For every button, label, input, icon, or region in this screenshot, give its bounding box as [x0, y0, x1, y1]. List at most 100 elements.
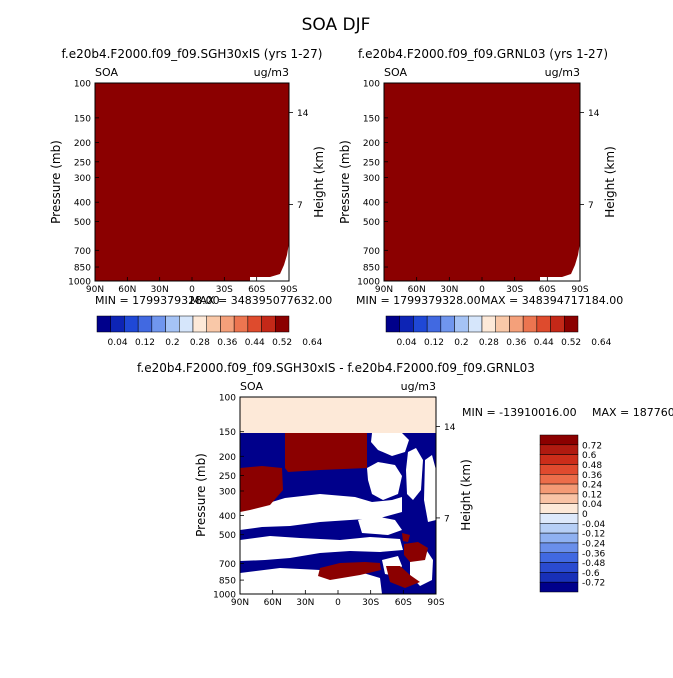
- diff-xtick-label-6: 90S: [427, 598, 444, 608]
- right-ytick-right-label-1: 7: [588, 201, 594, 211]
- panel-diff-ylabel-right: Height (km): [459, 459, 473, 530]
- left-ytick-label-8: 850: [74, 264, 91, 274]
- diff-red-patch-6: [402, 533, 410, 542]
- colorbar-right-label-3: 0.28: [479, 338, 499, 348]
- colorbar-diff-label-1: 0.6: [582, 451, 597, 461]
- diff-ytick-label-5: 400: [219, 512, 236, 522]
- panel-diff-ylabel: Pressure (mb): [194, 453, 208, 537]
- diff-ytick-right-label-1: 7: [444, 514, 450, 524]
- colorbar-right-swatch-1: [399, 315, 414, 333]
- diff-ytick-label-4: 300: [219, 487, 236, 497]
- right-ytick-label-1: 150: [363, 114, 380, 124]
- diff-peach-band: [240, 397, 436, 433]
- colorbar-left-swatch-5: [165, 315, 180, 333]
- panel-left-min: MIN = 1799379328.00: [95, 294, 220, 307]
- colorbar-right-swatch-6: [468, 315, 483, 333]
- colorbar-right-swatch-3: [426, 315, 442, 333]
- colorbar-right-label-5: 0.44: [534, 338, 554, 348]
- right-ytick-label-5: 400: [363, 199, 380, 209]
- right-xtick-label-5: 60S: [539, 285, 556, 295]
- right-ytick-label-9: 1000: [357, 278, 380, 288]
- diff-white-void-4: [367, 462, 402, 500]
- colorbar-left-swatch-9: [220, 315, 235, 333]
- right-ytick-label-8: 850: [363, 264, 380, 274]
- colorbar-diff-swatch-8: [539, 513, 579, 524]
- diff-xtick-label-5: 60S: [395, 598, 412, 608]
- colorbar-left-label-3: 0.28: [190, 338, 210, 348]
- diff-white-void-2: [240, 536, 403, 561]
- colorbar-left-swatch-11: [247, 315, 262, 333]
- right-xtick-label-1: 60N: [408, 285, 426, 295]
- diff-red-patch-2: [240, 466, 283, 512]
- colorbar-right-swatch-11: [536, 315, 551, 333]
- panel-right-axes: 100 150 200 250 300 400 500 700 850 1000 14 7 90N 60N…: [357, 80, 600, 296]
- left-xtick-label-6: 90S: [280, 285, 297, 295]
- panel-right-max: MAX = 348394717184.00: [481, 294, 623, 307]
- panel-diff: f.e20b4.F2000.f09_f09.SGH30xIS - f.e20b4…: [137, 361, 673, 608]
- panel-diff-axes: 100 150 200 250 300 400 500 700 850 1000 14 7 90N 60N…: [213, 394, 456, 609]
- right-ytick-label-7: 700: [363, 247, 380, 257]
- diff-xtick-label-4: 30S: [362, 598, 379, 608]
- right-xtick-label-6: 90S: [571, 285, 588, 295]
- diff-ytick-label-3: 250: [219, 472, 236, 482]
- left-ytick-right-label-1: 7: [297, 201, 303, 211]
- right-ytick-label-4: 300: [363, 174, 380, 184]
- diff-ytick-label-0: 100: [219, 394, 236, 404]
- panel-left-ylabel-right: Height (km): [312, 146, 326, 217]
- colorbar-left-swatch-4: [151, 315, 166, 333]
- left-ytick-label-4: 300: [74, 174, 91, 184]
- colorbar-left-label-7: 0.64: [302, 338, 322, 348]
- colorbar-diff-swatch-10: [539, 532, 579, 544]
- colorbar-diff-swatch-12: [539, 552, 579, 563]
- colorbar-left-swatch-0: [96, 315, 111, 333]
- colorbar-right-label-1: 0.12: [424, 338, 444, 348]
- colorbar-diff-label-5: 0.12: [582, 490, 602, 500]
- panel-right-surface-mask: [540, 243, 580, 281]
- colorbar-right-label-7: 0.64: [591, 338, 611, 348]
- left-xtick-label-0: 90N: [86, 285, 104, 295]
- colorbar-diff-swatch-1: [539, 444, 579, 455]
- left-ytick-label-7: 700: [74, 247, 91, 257]
- right-xtick-label-0: 90N: [375, 285, 393, 295]
- diff-white-void-1: [240, 494, 402, 530]
- colorbar-diff-swatch-2: [539, 454, 579, 465]
- colorbar-right-label-0: 0.04: [397, 338, 417, 348]
- panel-left-ylabel: Pressure (mb): [49, 140, 63, 224]
- panel-diff-field-label: SOA: [240, 380, 263, 393]
- left-xtick-label-5: 60S: [248, 285, 265, 295]
- colorbar-right-swatch-13: [564, 315, 579, 333]
- panel-diff-max: MAX = 18776064: [592, 406, 673, 419]
- colorbar-diff: 0.720.60.480.360.240.120.040-0.04-0.12-0…: [539, 434, 606, 593]
- panel-right-title: f.e20b4.F2000.f09_f09.GRNL03 (yrs 1-27): [358, 47, 608, 61]
- colorbar-right-swatch-0: [385, 315, 400, 333]
- panel-left-title: f.e20b4.F2000.f09_f09.SGH30xIS (yrs 1-27…: [62, 47, 323, 61]
- colorbar-diff-swatch-13: [539, 562, 579, 573]
- diff-xtick-label-1: 60N: [264, 598, 282, 608]
- colorbar-right-swatch-7: [481, 315, 496, 333]
- right-xtick-label-4: 30S: [506, 285, 523, 295]
- colorbar-diff-swatch-4: [539, 474, 579, 485]
- colorbar-diff-label-2: 0.48: [582, 461, 602, 471]
- colorbar-diff-label-10: -0.24: [582, 539, 606, 549]
- colorbar-left-swatch-12: [261, 315, 276, 333]
- colorbar-left-label-4: 0.36: [217, 338, 237, 348]
- colorbar-diff-swatch-7: [539, 503, 579, 514]
- diff-ytick-label-2: 200: [219, 453, 236, 463]
- left-xtick-label-2: 30N: [151, 285, 169, 295]
- colorbar-right: 0.04 0.12 0.2 0.28 0.36 0.44 0.52 0.64: [385, 315, 612, 348]
- colorbar-right-swatch-5: [454, 315, 469, 333]
- colorbar-left-swatch-6: [179, 315, 194, 333]
- colorbar-diff-label-9: -0.12: [582, 530, 605, 540]
- panel-left-surface-mask: [250, 243, 289, 281]
- panel-right: f.e20b4.F2000.f09_f09.GRNL03 (yrs 1-27) …: [338, 47, 623, 307]
- colorbar-left-swatch-3: [137, 315, 153, 333]
- panel-left: f.e20b4.F2000.f09_f09.SGH30xIS (yrs 1-27…: [49, 47, 332, 307]
- diff-red-patch-5: [386, 566, 420, 588]
- colorbar-left-label-5: 0.44: [245, 338, 265, 348]
- colorbar-right-swatch-10: [522, 315, 538, 333]
- colorbar-diff-swatch-5: [539, 483, 579, 495]
- panel-left-field-label: SOA: [95, 66, 118, 79]
- diff-red-patch-3: [318, 562, 381, 580]
- colorbar-diff-swatch-14: [539, 572, 579, 583]
